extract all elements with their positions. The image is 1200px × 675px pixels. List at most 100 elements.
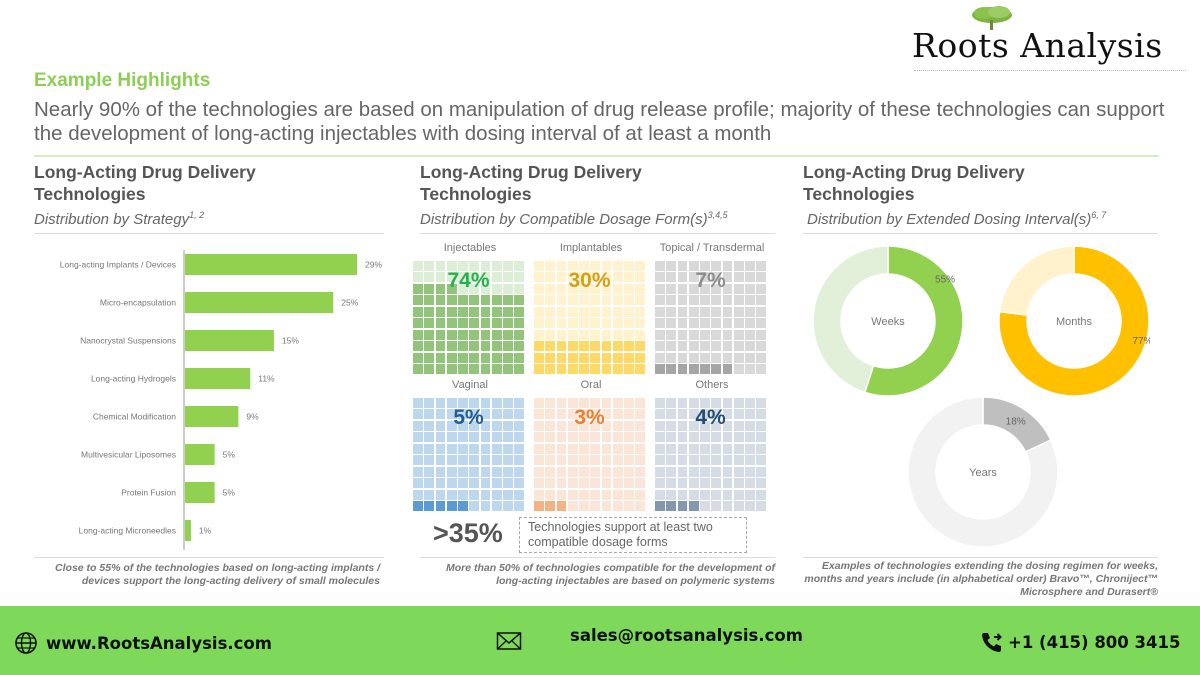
waffle-cell-empty xyxy=(534,318,544,329)
waffle-cell-empty xyxy=(567,478,578,489)
waffle-cell-empty xyxy=(756,341,766,352)
waffle-cell-filled xyxy=(446,318,457,329)
waffle-cell-empty xyxy=(688,352,699,363)
waffle-category-label: Topical / Transdermal xyxy=(659,242,765,254)
waffle-cell-empty xyxy=(424,261,434,271)
waffle-cell-empty xyxy=(688,455,699,466)
waffle-cell-empty xyxy=(666,283,676,294)
waffle-cell-empty xyxy=(491,398,502,408)
waffle-cell-empty xyxy=(711,352,721,363)
waffle-cell-empty xyxy=(590,409,600,420)
waffle-cell-empty xyxy=(745,272,755,283)
phone-link[interactable]: +1 (415) 800 3415 xyxy=(980,631,1180,653)
waffle-cell-filled xyxy=(424,306,434,317)
waffle-cell-empty xyxy=(579,501,589,511)
waffle-cell-empty xyxy=(503,398,513,408)
waffle-cell-empty xyxy=(700,318,710,329)
waffle-cell-empty xyxy=(666,409,676,420)
waffle-cell-filled xyxy=(601,352,612,363)
waffle-cell-filled xyxy=(480,364,491,374)
waffle-cell-empty xyxy=(700,261,710,271)
waffle-cell-empty xyxy=(601,295,612,306)
waffle-cell-empty xyxy=(424,466,434,477)
waffle-cell-empty xyxy=(688,409,699,420)
waffle-cell-empty xyxy=(480,272,491,283)
bar-value-label: 5% xyxy=(223,450,236,460)
website-text[interactable]: www.RootsAnalysis.com xyxy=(46,633,272,653)
waffle-cell-filled xyxy=(413,364,423,374)
waffle-cell-empty xyxy=(567,455,578,466)
waffle-cell-empty xyxy=(655,478,665,489)
waffle-cell-empty xyxy=(756,283,766,294)
waffle-cell-filled xyxy=(514,352,524,363)
waffle-cell-filled xyxy=(446,295,457,306)
waffle-cell-empty xyxy=(567,409,578,420)
waffle-cell-empty xyxy=(480,420,491,431)
waffle-cell-filled xyxy=(413,341,423,352)
email-text[interactable]: sales@rootsanalysis.com xyxy=(570,625,803,645)
waffle-cell-filled xyxy=(469,341,479,352)
waffle-cell-empty xyxy=(612,283,623,294)
waffle-cell-filled xyxy=(446,306,457,317)
waffle-cell-filled xyxy=(700,364,710,374)
waffle-cell-filled xyxy=(469,352,479,363)
waffle-cell-empty xyxy=(435,420,446,431)
bar xyxy=(185,368,251,389)
phone-text[interactable]: +1 (415) 800 3415 xyxy=(1008,632,1181,652)
waffle-cell-filled xyxy=(612,364,623,374)
waffle-cell-empty xyxy=(556,295,567,306)
waffle-cell-filled xyxy=(446,352,457,363)
waffle-cell-filled xyxy=(556,501,567,511)
panel-3-subtitle-text: Distribution by Extended Dosing Interval… xyxy=(807,211,1092,228)
waffle-cell-empty xyxy=(612,420,623,431)
waffle-cell-empty xyxy=(590,420,600,431)
email-link[interactable]: sales@rootsanalysis.com xyxy=(496,626,803,651)
waffle-cell-empty xyxy=(567,420,578,431)
waffle-cell-filled xyxy=(458,352,468,363)
waffle-cell-empty xyxy=(567,443,578,454)
waffle-cell-empty xyxy=(745,318,755,329)
waffle-cell-empty xyxy=(733,478,744,489)
waffle-cell-empty xyxy=(635,272,645,283)
strategy-bar-chart: Long-acting Implants / Devices 29% Micro-e… xyxy=(60,250,382,550)
waffle-cell-empty xyxy=(688,466,699,477)
waffle-cell-empty xyxy=(590,443,600,454)
contact-footer: www.RootsAnalysis.com sales@rootsanalysi… xyxy=(0,606,1200,675)
waffle-cell-empty xyxy=(677,478,688,489)
waffle-cell-filled xyxy=(413,318,423,329)
panel-1-subtitle-text: Distribution by Strategy xyxy=(34,211,190,228)
waffle-cell-empty xyxy=(722,398,733,408)
big-stat: >35% xyxy=(433,518,503,548)
waffle-cell-filled xyxy=(624,341,634,352)
donut-center-label: Weeks xyxy=(871,316,905,328)
waffle-cell-empty xyxy=(413,455,423,466)
waffle-cell-filled xyxy=(469,318,479,329)
waffle-cell-filled xyxy=(480,329,491,340)
waffle-cell-filled xyxy=(446,501,457,511)
waffle-cell-filled xyxy=(458,295,468,306)
waffle-cell-empty xyxy=(579,455,589,466)
waffle-cell-empty xyxy=(590,398,600,408)
waffle-cell-empty xyxy=(688,329,699,340)
waffle-cell-empty xyxy=(688,318,699,329)
website-link[interactable]: www.RootsAnalysis.com xyxy=(14,631,272,655)
bar-category-label: Long-acting Microneedles xyxy=(79,526,176,536)
waffle-cell-empty xyxy=(567,466,578,477)
waffle-cell-empty xyxy=(545,329,555,340)
waffle-cell-empty xyxy=(756,478,766,489)
waffle-cell-empty xyxy=(666,261,676,271)
waffle-cell-empty xyxy=(624,478,634,489)
donut-slice-value xyxy=(998,245,1150,397)
waffle-cell-empty xyxy=(624,283,634,294)
waffle-cell-empty xyxy=(534,261,544,271)
waffle-cell-empty xyxy=(469,501,479,511)
waffle-cell-empty xyxy=(458,398,468,408)
waffle-cell-empty xyxy=(756,295,766,306)
waffle-cell-empty xyxy=(666,455,676,466)
waffle-cell-empty xyxy=(612,318,623,329)
waffle-cell-empty xyxy=(579,329,589,340)
waffle-cell-empty xyxy=(756,398,766,408)
waffle-cell-empty xyxy=(688,295,699,306)
waffle-cell-empty xyxy=(612,455,623,466)
waffle-cell-filled xyxy=(458,501,468,511)
